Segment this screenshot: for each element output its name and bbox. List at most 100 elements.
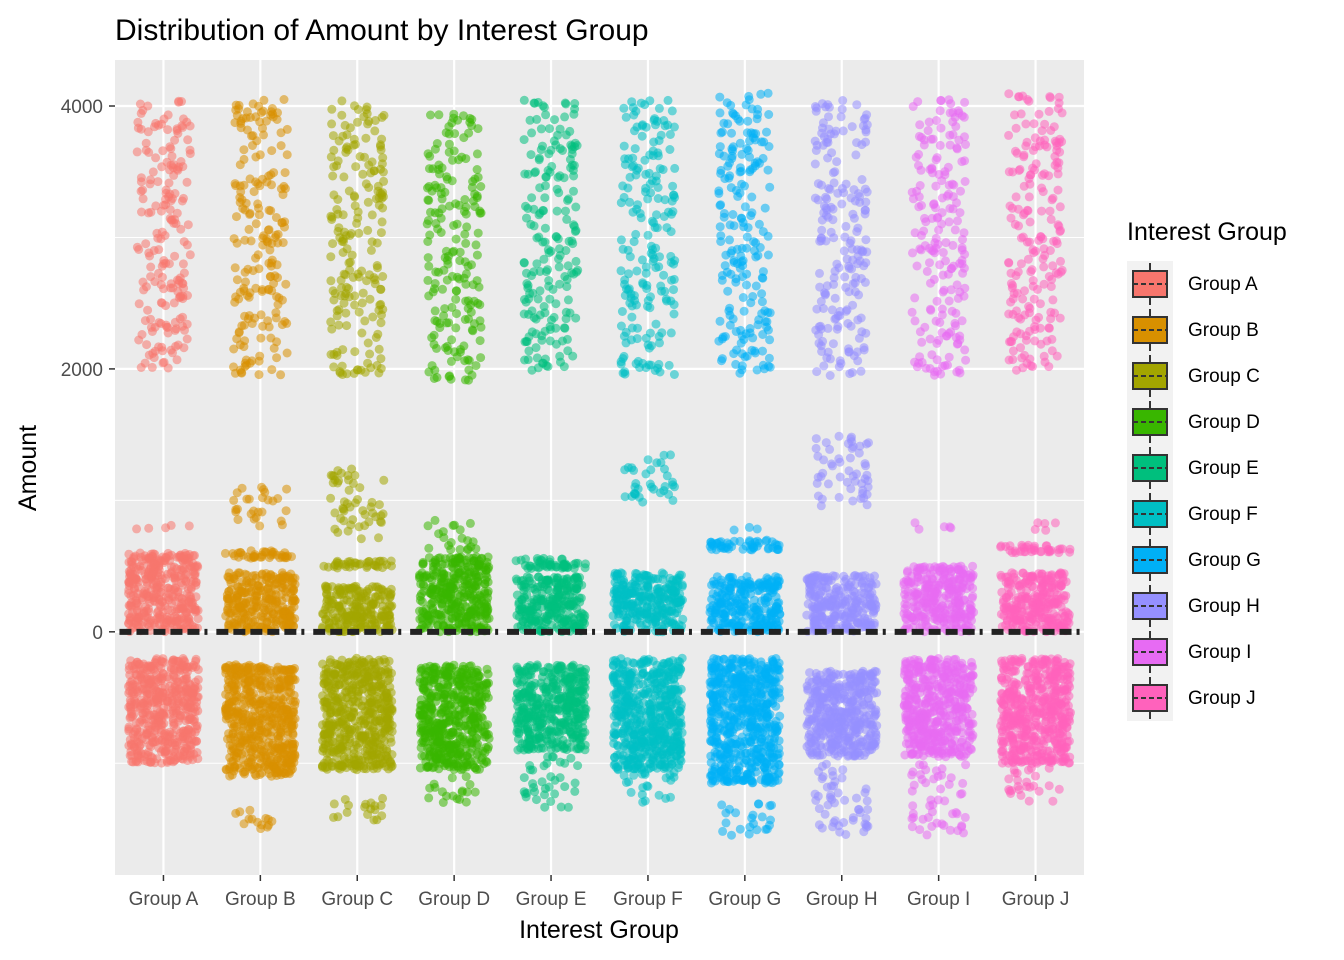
data-point xyxy=(539,667,549,677)
data-point xyxy=(360,730,370,740)
data-point xyxy=(136,108,146,118)
data-point xyxy=(430,571,440,581)
data-point xyxy=(457,533,467,543)
data-point xyxy=(352,761,362,771)
data-point xyxy=(329,362,339,372)
data-point xyxy=(133,682,143,692)
data-point xyxy=(130,660,140,669)
data-point xyxy=(424,367,434,377)
data-point xyxy=(430,180,440,190)
data-point xyxy=(360,316,370,326)
data-point xyxy=(337,715,347,725)
data-point xyxy=(568,660,578,670)
data-point xyxy=(136,363,146,372)
data-point xyxy=(568,593,578,602)
data-point xyxy=(372,261,382,270)
data-point xyxy=(147,362,157,372)
data-point xyxy=(280,666,290,675)
data-point xyxy=(375,666,385,676)
data-point xyxy=(576,740,586,750)
data-point xyxy=(227,719,237,729)
data-point xyxy=(374,500,384,510)
data-point xyxy=(124,619,134,628)
data-point xyxy=(363,338,373,348)
data-point xyxy=(170,251,180,261)
data-point xyxy=(461,238,471,248)
data-point xyxy=(135,99,145,109)
data-point xyxy=(536,743,546,753)
data-point xyxy=(237,483,247,493)
data-point xyxy=(224,572,234,582)
data-point xyxy=(137,330,147,339)
data-point xyxy=(461,154,471,164)
data-point xyxy=(373,591,383,601)
data-point xyxy=(259,231,269,241)
data-point xyxy=(416,663,426,673)
data-point xyxy=(237,321,247,331)
data-point xyxy=(360,521,370,531)
data-point xyxy=(467,370,477,380)
data-point xyxy=(161,746,171,756)
data-point xyxy=(144,208,153,218)
data-point xyxy=(193,614,203,624)
data-point xyxy=(258,696,268,705)
data-point xyxy=(153,177,163,187)
data-point xyxy=(449,520,459,530)
data-point xyxy=(338,370,347,379)
data-point xyxy=(378,563,387,573)
data-point xyxy=(263,765,273,774)
data-point xyxy=(465,518,475,528)
data-point xyxy=(364,677,374,687)
data-point xyxy=(476,353,486,363)
data-point xyxy=(468,696,478,706)
data-point xyxy=(247,755,257,765)
data-point xyxy=(339,172,349,182)
data-point xyxy=(528,728,537,738)
data-point xyxy=(461,772,471,782)
data-point xyxy=(326,708,336,718)
data-point xyxy=(224,671,234,681)
data-point xyxy=(240,205,250,215)
data-point xyxy=(547,690,557,700)
data-point xyxy=(467,182,477,192)
data-point xyxy=(424,543,434,553)
data-point xyxy=(516,709,526,719)
data-point xyxy=(513,701,523,711)
data-point xyxy=(379,110,389,120)
data-point xyxy=(386,688,396,698)
data-point xyxy=(322,585,332,595)
data-point xyxy=(232,111,242,120)
data-point xyxy=(376,354,386,364)
data-point xyxy=(286,569,296,579)
data-point xyxy=(137,556,147,566)
data-point xyxy=(363,608,373,618)
data-point xyxy=(444,318,454,328)
data-point xyxy=(236,692,246,702)
data-point xyxy=(449,109,459,119)
data-point xyxy=(269,343,279,353)
data-point xyxy=(459,721,469,731)
data-point xyxy=(169,170,179,180)
data-point xyxy=(131,612,141,622)
data-point xyxy=(266,679,276,689)
data-point xyxy=(439,719,449,729)
data-point xyxy=(479,599,489,609)
data-point xyxy=(430,306,440,316)
data-point xyxy=(372,238,382,248)
data-point xyxy=(163,328,173,338)
data-point xyxy=(329,812,338,822)
data-point xyxy=(385,719,395,729)
data-point xyxy=(468,326,478,336)
data-point xyxy=(230,263,240,273)
data-point xyxy=(424,793,434,803)
data-point xyxy=(156,206,166,216)
series-points-1 xyxy=(124,96,203,768)
data-point xyxy=(452,272,462,282)
data-point xyxy=(530,678,540,688)
data-point xyxy=(439,729,449,739)
data-point xyxy=(555,694,565,704)
data-point xyxy=(513,745,523,755)
data-point xyxy=(246,700,256,709)
data-point xyxy=(144,553,154,563)
data-point xyxy=(464,128,474,138)
